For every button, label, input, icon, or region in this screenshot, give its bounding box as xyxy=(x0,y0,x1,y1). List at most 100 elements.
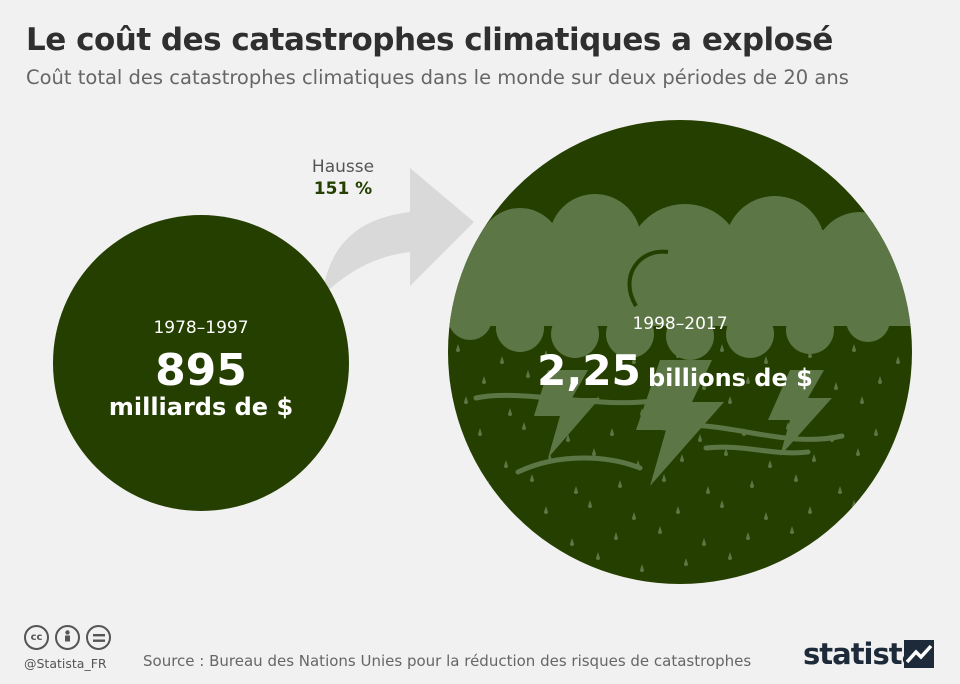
rain-drop xyxy=(500,512,504,520)
rain-drop xyxy=(566,434,570,442)
rain-drop xyxy=(856,448,860,456)
rain-drop xyxy=(676,350,680,358)
rain-drop xyxy=(614,532,618,540)
rain-drop xyxy=(882,480,886,488)
rain-drop xyxy=(596,396,600,404)
rain-drop xyxy=(816,558,820,566)
rain-drop xyxy=(764,512,768,520)
rain-drop xyxy=(478,428,482,436)
rain-drop xyxy=(654,422,658,430)
rain-drop xyxy=(834,538,838,546)
bubble-1-unit: milliards de $ xyxy=(108,393,294,421)
rain-drop xyxy=(632,356,636,364)
rain-drop xyxy=(812,454,816,462)
rain-drop xyxy=(896,356,900,364)
rain-drop xyxy=(808,350,812,358)
by-icon xyxy=(55,625,80,650)
rain-drop xyxy=(724,448,728,456)
rain-drop xyxy=(570,382,574,390)
bubble-2-period: 1998–2017 xyxy=(632,314,728,334)
source-note: Source : Bureau des Nations Unies pour l… xyxy=(143,652,752,670)
rain-drop xyxy=(790,526,794,534)
rain-drop xyxy=(808,506,812,514)
lightning-icons xyxy=(534,360,832,486)
rain-drop xyxy=(588,500,592,508)
growth-arrow xyxy=(322,168,474,296)
rain-drop xyxy=(658,526,662,534)
rain-drop xyxy=(636,460,640,468)
page-subtitle: Coût total des catastrophes climatiques … xyxy=(26,66,849,89)
rain-drop xyxy=(482,532,486,540)
rain-drop xyxy=(552,558,556,566)
page-title: Le coût des catastrophes climatiques a e… xyxy=(26,22,833,58)
rain-drop xyxy=(772,564,776,572)
rain-drop xyxy=(588,344,592,352)
rain-drop xyxy=(878,532,882,540)
rain-drop xyxy=(896,512,900,520)
rain-drop xyxy=(772,408,776,416)
rain-drop xyxy=(456,344,460,352)
rain-drop xyxy=(522,422,526,430)
rain-drop xyxy=(702,382,706,390)
rain-drop xyxy=(860,396,864,404)
license-icons: cc xyxy=(24,625,111,650)
rain-drop xyxy=(548,454,552,462)
cloud-outline xyxy=(627,249,669,308)
rain-drop xyxy=(680,454,684,462)
statista-logo-text: statista xyxy=(803,637,921,671)
increase-label: Hausse xyxy=(311,157,375,177)
rain-drop xyxy=(544,350,548,358)
rain-drop xyxy=(830,434,834,442)
rain-drop xyxy=(640,564,644,572)
rain-drop xyxy=(900,460,904,468)
rain-drop xyxy=(592,448,596,456)
rain-drop xyxy=(746,532,750,540)
rain-drop xyxy=(640,408,644,416)
increase-value: 151 % xyxy=(313,179,373,199)
rain-drop xyxy=(504,460,508,468)
rain-drop xyxy=(764,356,768,364)
rain-drop xyxy=(838,486,842,494)
rain-drop xyxy=(786,422,790,430)
rain-drop xyxy=(874,428,878,436)
rain-drop xyxy=(742,428,746,436)
twitter-handle: @Statista_FR xyxy=(24,656,107,671)
rain-drop xyxy=(570,538,574,546)
rain-drop xyxy=(684,402,688,410)
rain-drop xyxy=(662,474,666,482)
rain-drop xyxy=(852,344,856,352)
rain-drop xyxy=(702,538,706,546)
bubble-2-unit: billions de $ xyxy=(648,364,813,392)
rain-drop xyxy=(632,512,636,520)
rain-drop xyxy=(878,376,882,384)
rain-drop xyxy=(500,356,504,364)
rain-drop xyxy=(720,500,724,508)
rain-drop xyxy=(596,552,600,560)
rain-drop xyxy=(750,480,754,488)
rain-drop xyxy=(768,460,772,468)
cc-icon: cc xyxy=(24,625,49,650)
rain-drop xyxy=(552,402,556,410)
rain-drop xyxy=(860,552,864,560)
rain-drop xyxy=(482,376,486,384)
rain-drop xyxy=(790,370,794,378)
statista-logo-icon xyxy=(904,640,934,668)
rain-drop xyxy=(456,500,460,508)
rain-drop xyxy=(508,408,512,416)
rain-drop xyxy=(618,480,622,488)
rain-drop xyxy=(464,552,468,560)
bubble-1978-1997 xyxy=(53,215,349,511)
rain-drop xyxy=(658,370,662,378)
nd-icon xyxy=(86,625,111,650)
rain-drop xyxy=(904,564,908,572)
rain-drop xyxy=(544,506,548,514)
rain-drop xyxy=(530,474,534,482)
bubble-1-period: 1978–1997 xyxy=(153,318,249,338)
bubble-1-value: 895 xyxy=(155,345,247,396)
rain-drop xyxy=(460,448,464,456)
rain-drop xyxy=(464,396,468,404)
rain-drop xyxy=(728,552,732,560)
rain-drop xyxy=(614,376,618,384)
rain-drop xyxy=(728,396,732,404)
